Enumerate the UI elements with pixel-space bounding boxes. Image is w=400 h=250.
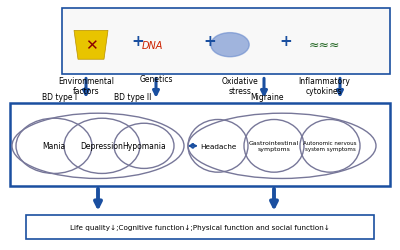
Text: Environmental
factors: Environmental factors <box>58 76 114 96</box>
Text: BD type I: BD type I <box>42 93 77 102</box>
Text: ≈≈≈: ≈≈≈ <box>308 39 340 52</box>
Text: Genetics: Genetics <box>139 75 173 84</box>
Text: BD type II: BD type II <box>114 93 151 102</box>
Text: Depression: Depression <box>80 142 124 151</box>
Polygon shape <box>74 31 108 60</box>
Text: +: + <box>204 34 216 49</box>
Text: Autonomic nervous
system symptoms: Autonomic nervous system symptoms <box>303 141 357 152</box>
Text: Hypomania: Hypomania <box>122 142 166 151</box>
Text: Migraine: Migraine <box>250 93 284 102</box>
Text: Mania: Mania <box>42 142 66 151</box>
FancyBboxPatch shape <box>10 104 390 186</box>
Text: Life quality↓;Cognitive function↓;Physical function and social function↓: Life quality↓;Cognitive function↓;Physic… <box>70 224 330 230</box>
Circle shape <box>211 34 249 58</box>
FancyBboxPatch shape <box>62 9 390 75</box>
Text: Oxidative
stress: Oxidative stress <box>222 76 258 96</box>
Text: +: + <box>132 34 144 49</box>
Text: +: + <box>280 34 292 49</box>
FancyBboxPatch shape <box>26 215 374 239</box>
Text: ✕: ✕ <box>85 38 98 53</box>
Text: DNA: DNA <box>141 40 163 50</box>
Text: Inflammatory
cytokines: Inflammatory cytokines <box>298 76 350 96</box>
Text: Headache: Headache <box>200 143 236 149</box>
Text: Gastrointestinal
symptoms: Gastrointestinal symptoms <box>249 141 299 152</box>
